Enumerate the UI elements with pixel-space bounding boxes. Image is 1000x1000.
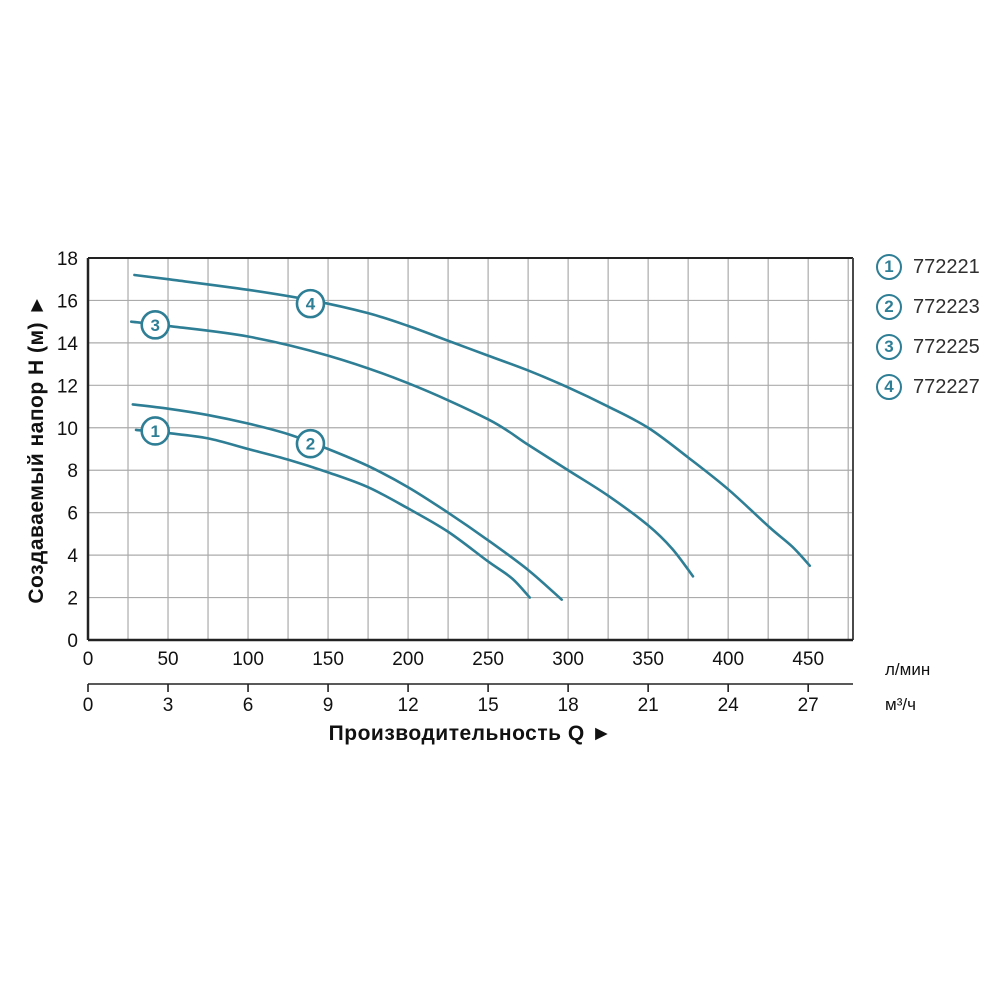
curve-772225 — [129, 320, 695, 578]
tick-label: 0 — [83, 695, 94, 716]
legend: 1 772221 2 772223 3 772225 4 772227 — [876, 247, 980, 407]
tick-label: 400 — [712, 649, 744, 670]
unit-label-lmin: л/мин — [885, 660, 931, 679]
tick-label: 15 — [478, 695, 499, 716]
tick-label: 3 — [163, 695, 174, 716]
tick-label: 2 — [67, 589, 78, 610]
x-axis-primary-ticks: 0 50 100 150 200 250 300 350 400 450 — [83, 649, 824, 670]
tick-label: 300 — [552, 649, 584, 670]
plot-border — [86, 257, 854, 642]
x-axis-secondary: 0 3 6 9 12 15 18 21 24 27 — [83, 683, 853, 716]
tick-label: 21 — [638, 695, 659, 716]
tick-label: 450 — [792, 649, 824, 670]
tick-label: 4 — [67, 546, 78, 567]
tick-label: 150 — [312, 649, 344, 670]
legend-marker-circle-1: 1 — [876, 254, 902, 280]
legend-model-label: 772227 — [913, 375, 980, 398]
tick-label: 2 — [306, 435, 315, 454]
legend-marker-circle-4: 4 — [876, 374, 902, 400]
tick-label: 1 — [150, 422, 159, 441]
legend-item-772223: 2 772223 — [876, 287, 980, 327]
tick-label: 6 — [67, 504, 78, 525]
tick-label: 27 — [798, 695, 819, 716]
tick-label: 12 — [57, 376, 78, 397]
curve-marker-circle-4 — [295, 288, 326, 319]
legend-marker-circle-3: 3 — [876, 334, 902, 360]
curve-772227 — [133, 273, 812, 568]
curve-markers: 1 2 3 4 — [140, 288, 326, 459]
legend-model-label: 772223 — [913, 295, 980, 318]
tick-label: 0 — [83, 649, 94, 670]
tick-label: 18 — [57, 249, 78, 270]
legend-item-772221: 1 772221 — [876, 247, 980, 287]
tick-label: 8 — [67, 461, 78, 482]
legend-item-772227: 4 772227 — [876, 367, 980, 407]
legend-model-label: 772221 — [913, 255, 980, 278]
tick-label: 16 — [57, 291, 78, 312]
y-axis-title: Создаваемый напор H (м) ► — [25, 294, 48, 604]
legend-item-772225: 3 772225 — [876, 327, 980, 367]
curve-772221 — [134, 428, 532, 599]
curve-marker-circle-1 — [140, 416, 171, 446]
tick-label: 18 — [558, 695, 579, 716]
tick-label: 250 — [472, 649, 504, 670]
tick-label: 24 — [718, 695, 740, 716]
curve-marker-circle-2 — [295, 428, 326, 459]
tick-label: 12 — [398, 695, 419, 716]
y-axis-ticks: 0 2 4 6 8 10 12 14 16 18 — [57, 249, 79, 652]
tick-label: 14 — [57, 334, 79, 355]
tick-label: 3 — [150, 316, 159, 335]
curve-marker-circle-3 — [140, 310, 171, 340]
legend-marker-circle-2: 2 — [876, 294, 902, 320]
tick-label: 9 — [323, 695, 334, 716]
tick-label: 4 — [306, 295, 316, 314]
tick-label: 50 — [157, 649, 178, 670]
legend-model-label: 772225 — [913, 335, 980, 358]
tick-label: 200 — [392, 649, 424, 670]
tick-label: 0 — [67, 631, 78, 652]
tick-label: 6 — [243, 695, 254, 716]
pump-curves — [129, 273, 812, 601]
gridlines — [88, 258, 853, 640]
x-axis-title: Производительность Q ► — [328, 722, 613, 745]
unit-label-m3h: м³/ч — [885, 695, 916, 714]
curve-772223 — [131, 403, 564, 601]
tick-label: 10 — [57, 419, 78, 440]
tick-label: 100 — [232, 649, 264, 670]
tick-label: 350 — [632, 649, 664, 670]
